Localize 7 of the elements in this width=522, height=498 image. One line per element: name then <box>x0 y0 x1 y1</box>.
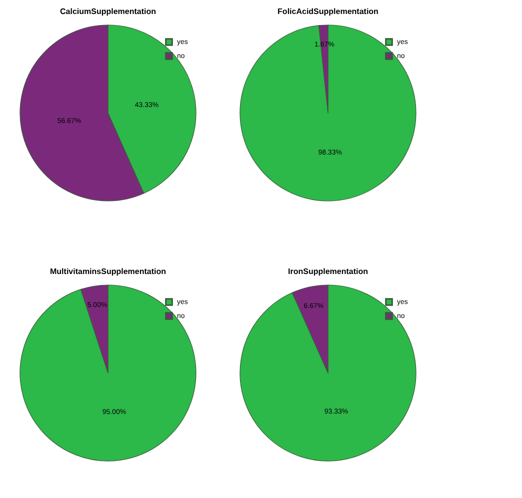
pie-slice <box>240 24 416 202</box>
chart-title: CalciumSupplementation <box>60 7 156 16</box>
pie-slice <box>240 284 416 462</box>
chart-title: FolicAcidSupplementation <box>278 7 379 16</box>
chart-title: IronSupplementation <box>288 267 368 276</box>
chart-title: MultivitaminsSupplementation <box>50 267 166 276</box>
pie-slice <box>20 284 196 462</box>
